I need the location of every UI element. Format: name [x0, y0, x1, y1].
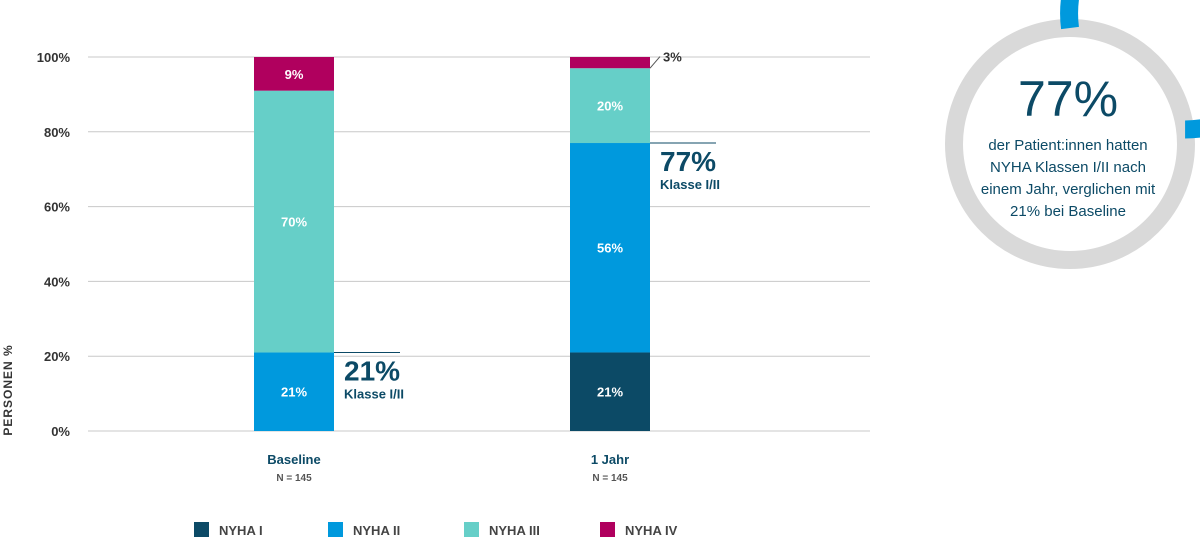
legend-swatch: [328, 522, 343, 537]
category-label: 1 Jahr: [591, 452, 629, 467]
annotation-text: Klasse I/II: [344, 386, 404, 401]
bar-segment-label: 9%: [285, 67, 304, 82]
x-axis-categories: Baseline N = 145 1 Jahr N = 145: [267, 452, 629, 484]
legend-swatch: [600, 522, 615, 537]
bar-segment: [570, 68, 650, 144]
callout-percent: 77%: [1018, 71, 1118, 127]
annotation-value: 21%: [344, 355, 400, 386]
gridlines: [88, 56, 870, 432]
legend-swatch: [194, 522, 209, 537]
leader-line: [649, 56, 661, 69]
callout-line-1: der Patient:innen hatten: [988, 137, 1147, 154]
y-tick-label: 80%: [44, 125, 70, 140]
bar-segment: [254, 352, 334, 431]
category-n-label: N = 145: [276, 473, 312, 484]
callout-line-2: NYHA Klassen I/II nach: [990, 159, 1146, 176]
y-tick-label: 0%: [51, 424, 70, 439]
legend-label: NYHA II: [353, 523, 400, 538]
bar-segment: [570, 57, 650, 69]
callout-ring: 77% der Patient:innen hatten NYHA Klasse…: [945, 0, 1200, 269]
annotation-value: 77%: [660, 146, 716, 177]
category-n-label: N = 145: [592, 473, 628, 484]
category-label: Baseline: [267, 452, 320, 467]
legend: NYHA I NYHA II NYHA III NYHA IV: [194, 522, 678, 538]
bar-segment-label: 56%: [597, 241, 623, 256]
callout-line-3: einem Jahr, verglichen mit: [981, 181, 1156, 198]
bar-segment-label: 3%: [663, 50, 682, 65]
y-axis-ticks: 0% 20% 40% 60% 80% 100%: [37, 50, 71, 439]
y-tick-label: 20%: [44, 349, 70, 364]
bar-segment-label: 21%: [281, 385, 307, 400]
annotation-text: Klasse I/II: [660, 177, 720, 192]
y-tick-label: 100%: [37, 50, 71, 65]
y-tick-label: 40%: [44, 274, 70, 289]
bar-segment: [254, 57, 334, 91]
bars: 21% 70% 9% 21% 56% 20% 3%: [254, 50, 682, 431]
y-axis-label: PERSONEN %: [1, 344, 15, 435]
legend-label: NYHA III: [489, 523, 540, 538]
bar-segment-label: 21%: [597, 385, 623, 400]
bar-segment-label: 70%: [281, 215, 307, 230]
legend-label: NYHA I: [219, 523, 263, 538]
legend-label: NYHA IV: [625, 523, 678, 538]
y-tick-label: 60%: [44, 200, 70, 215]
bar-segment-label: 20%: [597, 99, 623, 114]
legend-swatch: [464, 522, 479, 537]
bar-segment: [570, 143, 650, 353]
bar-segment: [254, 90, 334, 353]
bar-segment: [570, 352, 650, 431]
callout-line-4: 21% bei Baseline: [1010, 203, 1126, 220]
